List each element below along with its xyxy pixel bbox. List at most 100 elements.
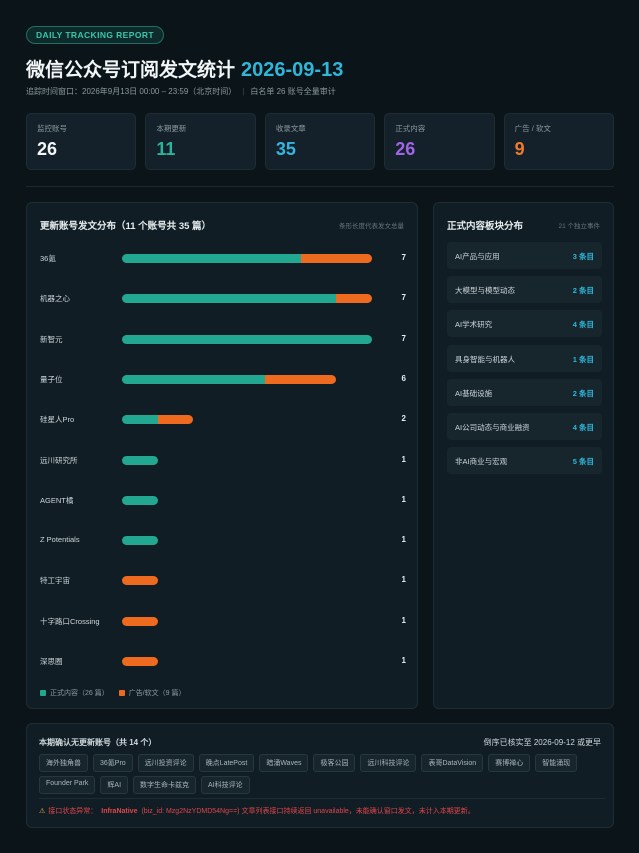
bar-count: 1 <box>401 656 406 665</box>
bar-segment-ad <box>300 254 372 263</box>
bar-segment-formal <box>122 254 301 263</box>
category-item: 具身智能与机器人 1 条目 <box>447 344 602 372</box>
bar-track <box>122 455 372 465</box>
bar-count: 1 <box>401 575 406 585</box>
bar-row: 量子位 6 <box>40 373 406 387</box>
distribution-title: 更新账号发文分布（11 个账号共 35 篇） <box>40 221 212 232</box>
stat-label: 监控账号 <box>37 124 67 133</box>
title-text: 微信公众号订阅发文统计 <box>26 60 236 81</box>
bar-count: 1 <box>401 535 406 545</box>
category-name: 非AI商业与宏观 <box>455 457 508 467</box>
bar-row: 特工宇宙 1 <box>40 574 406 588</box>
bar-count: 7 <box>401 293 406 303</box>
account-chip: 晚点LatePost <box>198 754 255 772</box>
bar-track <box>122 374 372 384</box>
report-badge: DAILY TRACKING REPORT <box>26 26 164 44</box>
stat-value: 26 <box>395 139 416 159</box>
category-item: 非AI商业与宏观 5 条目 <box>447 447 602 475</box>
bar-track <box>122 536 372 546</box>
bar-track <box>122 495 372 505</box>
legend: 正式内容（26 篇） 广告/软文（9 篇） <box>40 688 186 698</box>
audit-scope: 白名单 26 账号全量审计 <box>250 87 336 96</box>
legend-swatch-formal <box>40 690 46 696</box>
bar-segment-ad <box>157 415 194 425</box>
stat-value: 26 <box>37 139 58 159</box>
account-chip: 赛博禅心 <box>488 754 531 772</box>
bar-count: 1 <box>401 615 406 625</box>
subtitle: 追踪时间窗口：2026年9月13日 00:00 – 23:59（北京时间） | 白名… <box>26 86 336 97</box>
bar-label: AGENT橘 <box>40 495 74 505</box>
category-count: 1 条目 <box>572 354 594 364</box>
stat-value: 35 <box>275 139 296 159</box>
tracking-window: 追踪时间窗口：2026年9月13日 00:00 – 23:59（北京时间） <box>26 87 237 96</box>
account-chip: 数字生命卡兹克 <box>133 776 197 794</box>
account-chip: Founder Park <box>39 776 96 794</box>
warning-detail: (biz_id: Mzg2NzYDMD54Ng==) 文章列表接口持续返回 un… <box>141 808 475 815</box>
bar-segment-formal <box>122 334 372 344</box>
bar-row: 十字路口Crossing 1 <box>40 615 406 629</box>
category-item: AI学术研究 4 条目 <box>447 310 602 338</box>
bar-label: 量子位 <box>40 374 63 384</box>
legend-swatch-ad <box>118 690 125 696</box>
account-chip: 表哥DataVision <box>421 754 484 772</box>
category-name: AI产品与应用 <box>455 252 500 261</box>
bar-label: 十字路口Crossing <box>40 616 100 626</box>
bar-track <box>122 616 372 626</box>
bar-track <box>122 415 372 425</box>
stat-card-ads: 广告 / 软文 9 <box>503 113 615 170</box>
bar-row: 新智元 7 <box>40 333 406 347</box>
category-item: AI公司动态与商业融资 4 条目 <box>447 413 602 440</box>
bar-label: Z Potentials <box>40 535 80 545</box>
bar-count: 7 <box>401 333 406 343</box>
title-date: 2026-09-13 <box>241 59 344 81</box>
bar-row: 36氪 7 <box>40 252 406 266</box>
bar-segment-formal <box>122 374 265 384</box>
bar-track <box>122 576 372 586</box>
bar-count: 6 <box>401 373 406 383</box>
account-chip: 远川科技评论 <box>360 754 417 772</box>
bar-segment-formal <box>122 536 158 546</box>
bar-label: 深思圈 <box>40 657 63 666</box>
category-note: 21 个独立事件 <box>558 223 600 230</box>
stats-row: 监控账号 26 本期更新 11 收录文章 35 正式内容 26 广告 / 软文 … <box>26 113 615 170</box>
category-item: AI基础设施 2 条目 <box>447 378 602 406</box>
warning-icon: ⚠ <box>39 808 46 815</box>
stat-label: 本期更新 <box>156 124 187 133</box>
category-panel: 正式内容板块分布 21 个独立事件 AI产品与应用 3 条目 大模型与模型动态 2 条… <box>433 202 614 709</box>
page-title: 微信公众号订阅发文统计 2026-09-13 <box>26 55 343 82</box>
stat-card-articles: 收录文章 35 <box>264 113 376 170</box>
category-name: AI学术研究 <box>455 320 493 330</box>
category-title: 正式内容板块分布 <box>447 221 524 232</box>
bar-row: 远川研究所 1 <box>40 454 406 468</box>
bar-segment-ad <box>122 657 158 666</box>
bar-count: 1 <box>401 494 406 504</box>
bar-row: 深思圈 1 <box>40 655 406 669</box>
category-name: AI基础设施 <box>455 388 493 398</box>
account-chip: 智能涌现 <box>535 754 578 772</box>
category-count: 5 条目 <box>572 457 594 467</box>
bar-row: 硅星人Pro 2 <box>40 413 406 427</box>
stat-label: 收录文章 <box>275 124 306 133</box>
bar-track <box>122 294 372 304</box>
stat-card-accounts: 监控账号 26 <box>26 113 137 170</box>
account-chip: 辉AI <box>100 776 129 794</box>
section-divider <box>26 186 614 187</box>
subtitle-separator: | <box>242 87 245 96</box>
account-chip: AI科技评论 <box>201 776 250 794</box>
stat-card-updated: 本期更新 11 <box>145 113 256 170</box>
no-update-accounts: 海外独角兽 36氪Pro 远川投资评论 晚点LatePost 暗涌Waves 极客公园 远川… <box>39 754 605 794</box>
bar-row: AGENT橘 1 <box>40 494 406 508</box>
distribution-note: 条形长度代表发文总量 <box>339 223 404 230</box>
warning-prefix: 接口状态异常： <box>48 808 98 815</box>
category-count: 3 条目 <box>572 252 594 261</box>
account-chip: 海外独角兽 <box>39 754 88 772</box>
category-count: 2 条目 <box>572 286 594 296</box>
bar-label: 硅星人Pro <box>40 415 75 425</box>
category-count: 4 条目 <box>572 423 594 432</box>
bar-label: 36氪 <box>40 254 56 263</box>
bar-segment-ad <box>336 294 372 304</box>
bar-track <box>122 657 372 666</box>
stat-label: 广告 / 软文 <box>514 124 551 133</box>
account-chip: 暗涌Waves <box>259 754 309 772</box>
bar-count: 2 <box>401 414 406 424</box>
